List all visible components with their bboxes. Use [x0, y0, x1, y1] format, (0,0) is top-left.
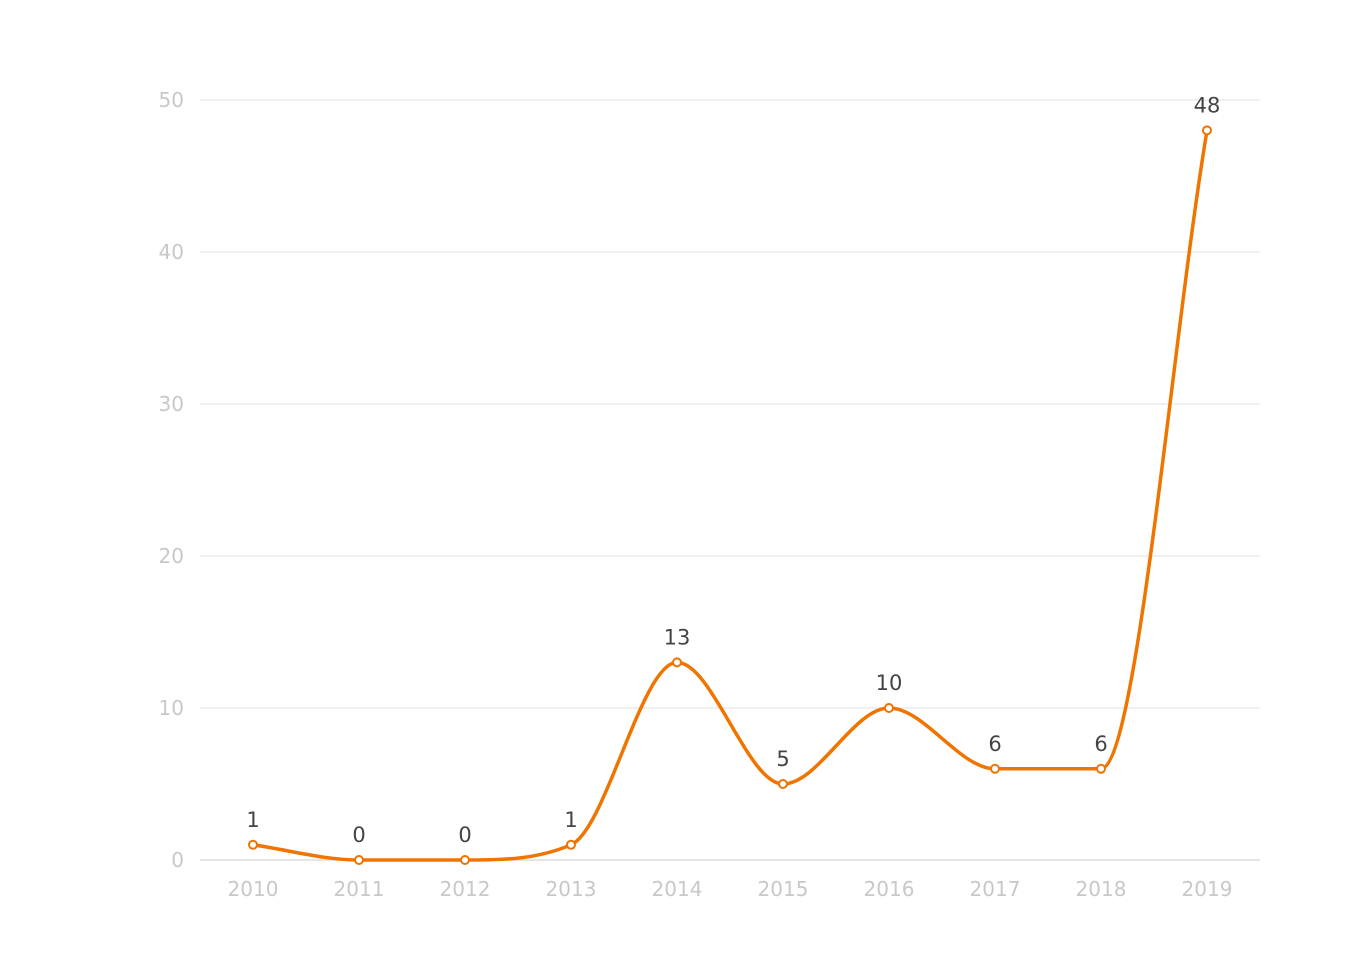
x-tick-label: 2016	[864, 877, 915, 901]
x-tick-label: 2013	[546, 877, 597, 901]
data-point[interactable]	[884, 703, 894, 713]
y-tick-label: 0	[171, 848, 184, 872]
data-label: 1	[246, 808, 259, 832]
series-line	[251, 128, 1209, 862]
data-label: 48	[1194, 93, 1221, 117]
y-tick-label: 10	[159, 696, 184, 720]
data-point[interactable]	[1202, 125, 1212, 136]
data-label: 13	[664, 625, 691, 649]
data-label: 6	[1094, 732, 1107, 756]
y-axis: 0 10 20 30 40 50	[159, 88, 184, 872]
grid-layer	[200, 99, 1260, 861]
data-point[interactable]	[248, 839, 258, 850]
data-point[interactable]	[778, 779, 788, 789]
x-axis: 2010 2011 2012 2013 2014 2015 2016 2017 2018 2019	[228, 877, 1233, 901]
data-point[interactable]	[566, 839, 576, 850]
y-tick-label: 20	[159, 544, 184, 568]
data-label: 10	[876, 671, 903, 695]
x-tick-label: 2012	[440, 877, 491, 901]
x-tick-label: 2015	[758, 877, 809, 901]
data-label: 0	[352, 823, 365, 847]
data-label: 0	[458, 823, 471, 847]
data-point[interactable]	[672, 657, 682, 668]
data-point[interactable]	[990, 763, 1000, 774]
series-layer	[251, 128, 1209, 862]
y-tick-label: 50	[159, 88, 184, 112]
y-tick-label: 30	[159, 392, 184, 416]
data-point[interactable]	[460, 855, 470, 865]
marker-layer	[248, 125, 1212, 865]
x-tick-label: 2019	[1182, 877, 1233, 901]
y-tick-label: 40	[159, 240, 184, 264]
x-tick-label: 2011	[334, 877, 385, 901]
x-tick-label: 2017	[970, 877, 1021, 901]
x-tick-label: 2018	[1076, 877, 1127, 901]
data-label: 6	[988, 732, 1001, 756]
x-tick-label: 2010	[228, 877, 279, 901]
data-label: 1	[564, 808, 577, 832]
data-label: 5	[776, 747, 789, 771]
data-point[interactable]	[1096, 763, 1106, 774]
x-tick-label: 2014	[652, 877, 703, 901]
data-point[interactable]	[354, 855, 364, 865]
